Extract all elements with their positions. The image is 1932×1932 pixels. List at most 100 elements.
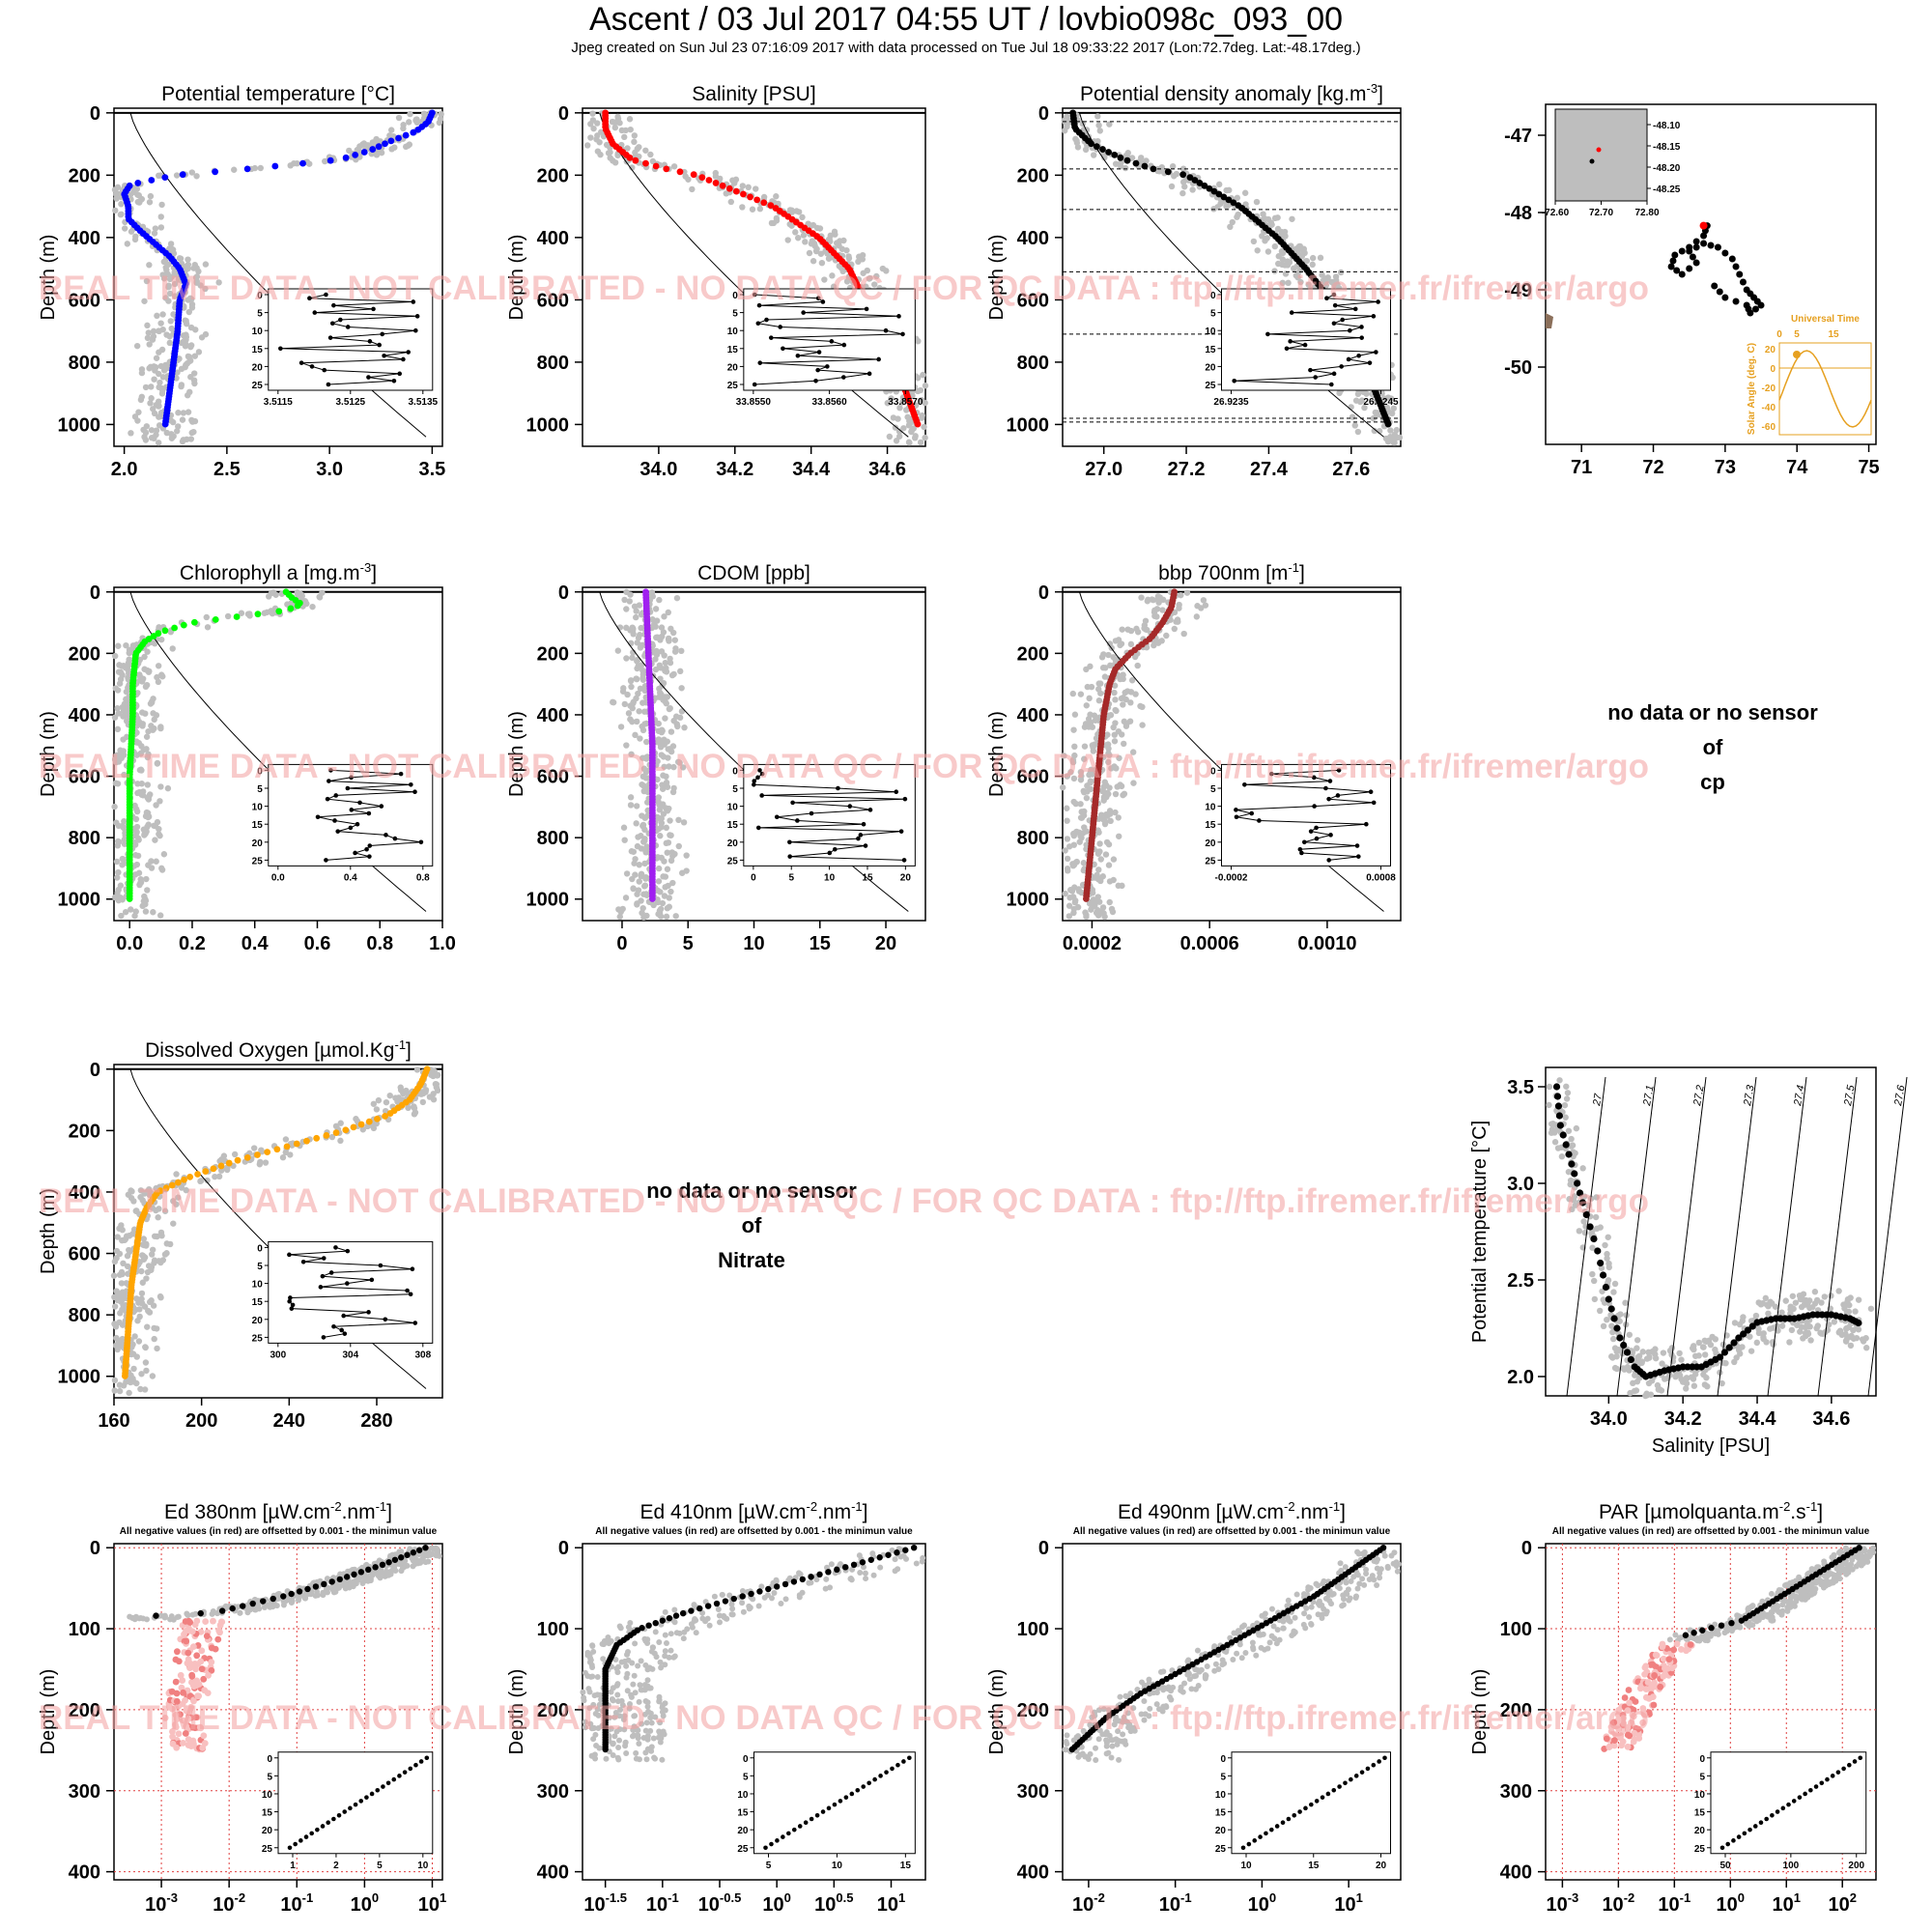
- climatology-point: [753, 185, 759, 192]
- climatology-point: [237, 1609, 243, 1616]
- climatology-point: [147, 363, 155, 371]
- climatology-point: [156, 912, 164, 919]
- climatology-point: [621, 700, 629, 708]
- climatology-point: [623, 655, 630, 662]
- y-tick-label: 800: [537, 353, 569, 374]
- climatology-point: [1349, 413, 1356, 420]
- climatology-point: [1070, 726, 1077, 733]
- climatology-point: [165, 298, 172, 304]
- profile-point: [186, 1173, 194, 1180]
- climatology-point: [192, 327, 199, 333]
- climatology-point: [1075, 888, 1083, 895]
- climatology-point: [845, 255, 853, 262]
- climatology-point: [118, 1222, 125, 1229]
- climatology-point: [370, 1100, 378, 1107]
- climatology-point: [749, 206, 756, 213]
- climatology-point: [159, 1257, 167, 1264]
- climatology-point: [197, 282, 204, 289]
- climatology-point: [1072, 135, 1079, 143]
- climatology-point: [1120, 791, 1126, 799]
- track-point: [1711, 282, 1719, 290]
- inset-x-tick-label: 0.0: [271, 872, 285, 883]
- climatology-point: [643, 738, 650, 746]
- inset-y-tick-label: 5: [732, 309, 738, 320]
- climatology-point: [631, 860, 638, 867]
- x-tick-label: 10: [743, 933, 764, 954]
- climatology-point: [1565, 1168, 1573, 1176]
- climatology-point: [1180, 630, 1187, 638]
- plot-frame: [1062, 107, 1402, 447]
- profile-point: [299, 159, 306, 167]
- profile-point: [719, 182, 726, 189]
- climatology-point: [182, 343, 189, 350]
- climatology-point: [630, 698, 638, 705]
- ts-point: [1597, 1259, 1605, 1267]
- climatology-point: [159, 374, 167, 381]
- climatology-point: [151, 230, 158, 237]
- profile-point: [382, 1113, 389, 1120]
- chart-panel-2: Potential density anomaly [kg.m-3]020040…: [986, 81, 1404, 480]
- climatology-point: [1701, 1351, 1709, 1358]
- climatology-point: [1179, 189, 1186, 197]
- inset-x-tick-label: 0.0008: [1366, 872, 1396, 883]
- climatology-point: [1066, 843, 1073, 850]
- inset-y-tick-label: 20: [252, 1316, 264, 1326]
- climatology-point: [1605, 1234, 1611, 1240]
- climatology-point: [1850, 1326, 1857, 1334]
- climatology-point: [135, 1338, 143, 1345]
- climatology-point: [760, 193, 768, 201]
- climatology-point: [169, 645, 176, 652]
- climatology-point: [1171, 625, 1178, 633]
- climatology-point: [1806, 1297, 1813, 1304]
- profile-point: [264, 1149, 271, 1156]
- climatology-point: [185, 392, 191, 399]
- climatology-point: [118, 201, 125, 208]
- ts-point: [1605, 1295, 1612, 1303]
- climatology-point: [685, 176, 692, 183]
- climatology-point: [1356, 398, 1364, 406]
- profile-point: [342, 1126, 350, 1134]
- climatology-point: [1112, 696, 1119, 703]
- ts-point: [1552, 1083, 1561, 1091]
- climatology-point: [1083, 794, 1091, 802]
- ts-point: [1613, 1324, 1621, 1332]
- climatology-point: [621, 837, 628, 843]
- profile-point: [134, 180, 142, 186]
- climatology-point: [832, 231, 838, 238]
- profile-point: [271, 162, 279, 170]
- climatology-point: [812, 247, 820, 255]
- climatology-point: [1676, 1350, 1683, 1357]
- climatology-point: [294, 589, 300, 596]
- climatology-point: [332, 1122, 340, 1129]
- climatology-point: [666, 903, 672, 910]
- y-tick-label: 400: [69, 705, 100, 726]
- climatology-point: [632, 871, 639, 878]
- climatology-point: [153, 1325, 160, 1332]
- profile-point: [148, 177, 156, 184]
- climatology-point: [669, 629, 677, 637]
- climatology-point: [157, 724, 164, 732]
- climatology-point: [1821, 1293, 1828, 1300]
- climatology-point: [1782, 1297, 1789, 1304]
- climatology-point: [1551, 1139, 1559, 1146]
- climatology-point: [642, 891, 650, 897]
- climatology-point: [1096, 840, 1103, 847]
- y-tick-label: 300: [69, 1781, 100, 1803]
- profile-point: [194, 1171, 201, 1178]
- climatology-point: [185, 261, 192, 269]
- climatology-point: [661, 652, 668, 659]
- climatology-point: [813, 224, 821, 232]
- y-tick-label: 800: [1017, 828, 1049, 849]
- climatology-point: [1611, 1364, 1619, 1372]
- climatology-point: [1077, 814, 1085, 821]
- climatology-point: [185, 308, 192, 316]
- climatology-point: [1658, 1387, 1665, 1394]
- inset-x-tick-label: 5: [788, 872, 794, 883]
- climatology-point: [142, 1344, 149, 1351]
- climatology-point: [768, 219, 776, 227]
- climatology-point: [148, 395, 155, 402]
- climatology-point: [151, 1335, 157, 1343]
- y-tick-label: 100: [69, 1619, 100, 1640]
- y-tick-label: 3.5: [1507, 1077, 1534, 1098]
- climatology-point: [859, 251, 867, 259]
